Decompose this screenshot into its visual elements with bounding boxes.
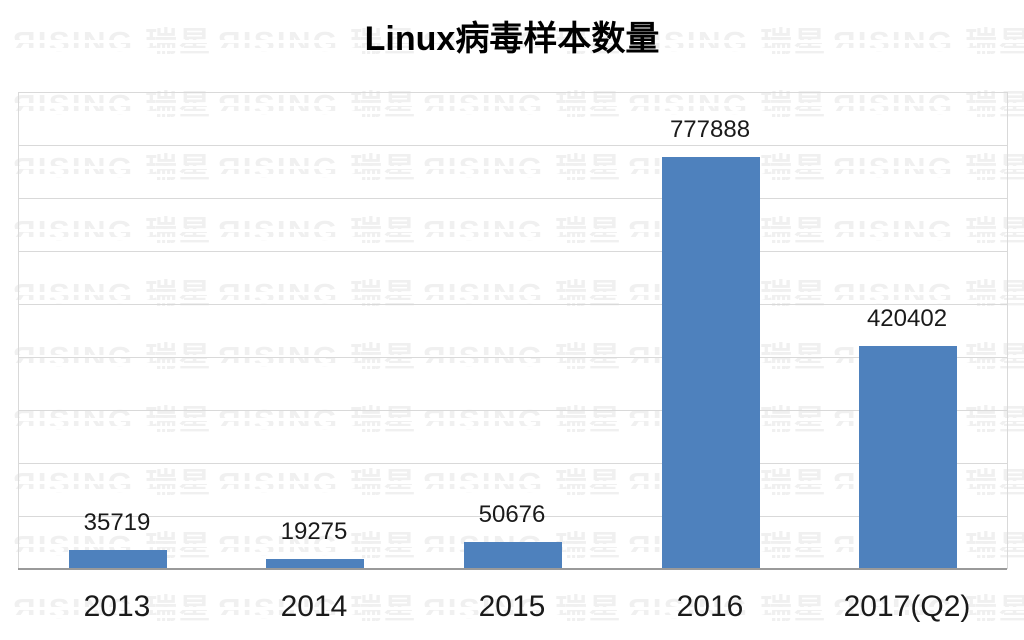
gridline	[19, 251, 1007, 252]
watermark-stripe	[0, 229, 1024, 232]
watermark-stripe	[0, 607, 1024, 610]
watermark-stripe	[0, 40, 1024, 43]
data-label-2016: 777888	[669, 116, 751, 143]
bar-2015	[464, 542, 562, 569]
bar-2016	[662, 157, 760, 569]
bar-2017(Q2)	[859, 346, 957, 569]
watermark-stripe	[0, 103, 1024, 106]
watermark-stripe	[0, 111, 1024, 114]
gridline	[19, 463, 1007, 464]
bar-2014	[266, 559, 364, 569]
watermark-stripe	[0, 166, 1024, 169]
gridline	[19, 410, 1007, 411]
gridline	[19, 145, 1007, 146]
watermark-stripe	[0, 174, 1024, 177]
watermark-stripe	[0, 489, 1024, 492]
chart-title: Linux病毒样本数量	[364, 20, 660, 58]
watermark-stripe	[0, 418, 1024, 421]
x-axis-label-2016: 2016	[676, 590, 744, 623]
gridline	[19, 92, 1007, 93]
gridline	[19, 357, 1007, 358]
watermark-stripe	[0, 615, 1024, 618]
watermark-stripe	[0, 363, 1024, 366]
x-axis-label-2013: 2013	[83, 590, 151, 623]
data-label-2017(Q2): 420402	[866, 305, 948, 332]
watermark-stripe	[0, 355, 1024, 358]
plot-area	[18, 92, 1008, 569]
bar-2013	[69, 550, 167, 569]
x-axis-line	[18, 568, 1007, 570]
gridline	[19, 198, 1007, 199]
data-label-2013: 35719	[83, 509, 151, 536]
watermark-stripe	[0, 300, 1024, 303]
gridline	[19, 516, 1007, 517]
x-axis-label-2015: 2015	[478, 590, 546, 623]
gridline	[19, 304, 1007, 305]
watermark-stripe	[0, 237, 1024, 240]
data-label-2014: 19275	[280, 518, 348, 545]
watermark-stripe	[0, 292, 1024, 295]
data-label-2015: 50676	[478, 501, 546, 528]
x-axis-label-2017(Q2): 2017(Q2)	[843, 590, 971, 623]
watermark-stripe	[0, 481, 1024, 484]
watermark-stripe	[0, 426, 1024, 429]
x-axis-label-2014: 2014	[280, 590, 348, 623]
watermark-stripe	[0, 48, 1024, 51]
